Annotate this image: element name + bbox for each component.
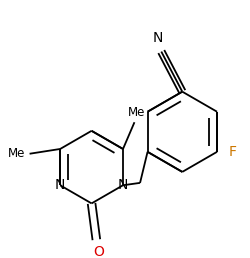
Text: N: N — [118, 178, 128, 192]
Text: F: F — [228, 145, 236, 159]
Text: O: O — [93, 245, 104, 258]
Text: Me: Me — [128, 106, 145, 119]
Text: Me: Me — [8, 147, 25, 160]
Text: N: N — [55, 178, 65, 192]
Text: N: N — [152, 31, 163, 45]
